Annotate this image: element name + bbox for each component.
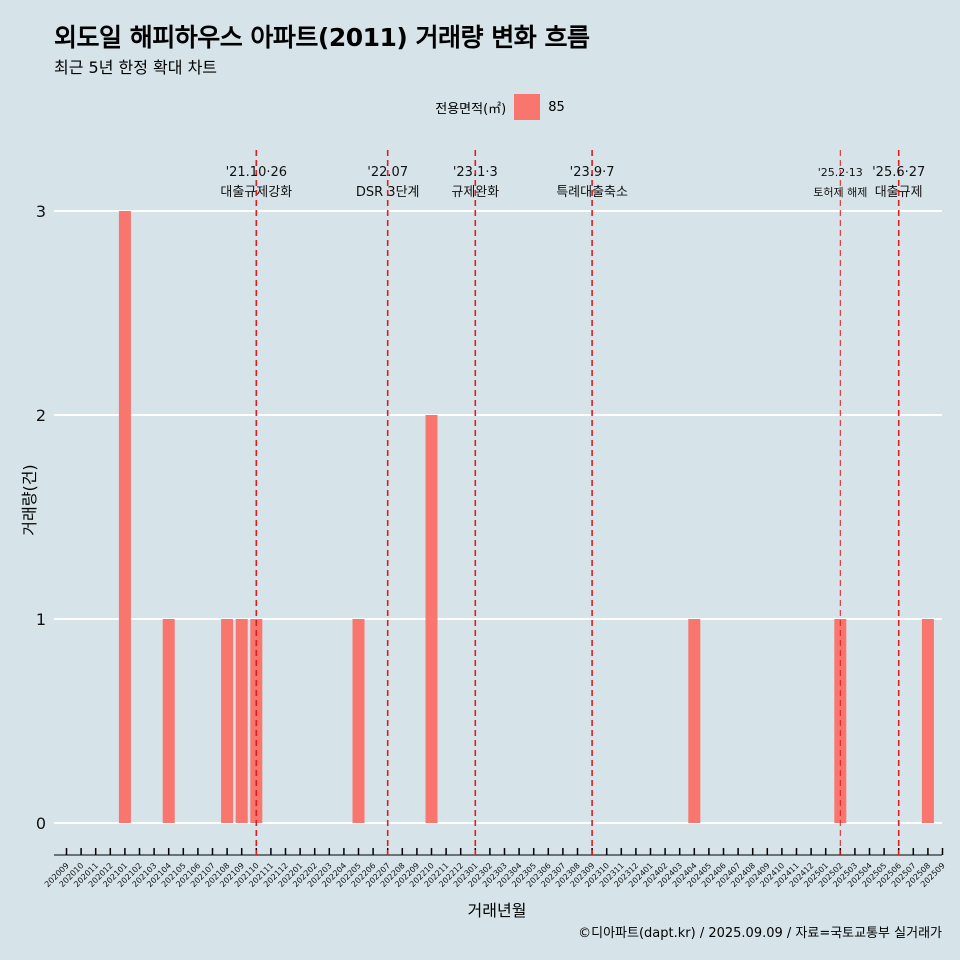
- event-date-202506: '25.6·27: [872, 165, 925, 180]
- bar-202109: [235, 619, 248, 823]
- legend-title: 전용면적(㎡): [435, 101, 507, 117]
- legend-entry-85: 85: [548, 99, 565, 115]
- chart-subtitle: 최근 5년 한정 확대 차트: [54, 58, 218, 77]
- event-label-202309: 특례대출축소: [556, 185, 628, 200]
- event-label-202207: DSR 3단계: [356, 185, 420, 200]
- y-tick-label-1: 1: [36, 610, 46, 629]
- y-tick-label-3: 3: [36, 202, 46, 221]
- event-date-202207: '22.07: [367, 165, 408, 180]
- event-label-202110: 대출규제강화: [220, 185, 292, 200]
- bar-202101: [118, 211, 131, 823]
- event-date-202309: '23.9·7: [570, 165, 615, 180]
- event-date-202301: '23.1·3: [453, 165, 498, 180]
- bar-202210: [425, 415, 438, 823]
- event-label-202506: 대출규제: [875, 185, 923, 200]
- bar-202104: [162, 619, 175, 823]
- chart-title: 외도일 해피하우스 아파트(2011) 거래량 변화 흐름: [54, 23, 590, 52]
- bar-202508: [921, 619, 934, 823]
- source-caption: ©디아파트(dapt.kr) / 2025.09.09 / 자료=국토교통부 실…: [578, 926, 942, 941]
- bar-202404: [688, 619, 701, 823]
- x-axis-label: 거래년월: [467, 901, 527, 920]
- event-date-202502: '25.2·13: [818, 166, 863, 179]
- legend: 전용면적(㎡) 85: [0, 94, 960, 120]
- y-tick-label-0: 0: [36, 814, 46, 833]
- bar-202108: [221, 619, 234, 823]
- y-tick-label-2: 2: [36, 406, 46, 425]
- legend-swatch: [514, 94, 541, 120]
- bar-202205: [352, 619, 365, 823]
- event-label-202502: 토허제 해제: [813, 185, 867, 199]
- event-date-202110: '21.10·26: [226, 165, 287, 180]
- event-label-202301: 규제완화: [451, 185, 499, 200]
